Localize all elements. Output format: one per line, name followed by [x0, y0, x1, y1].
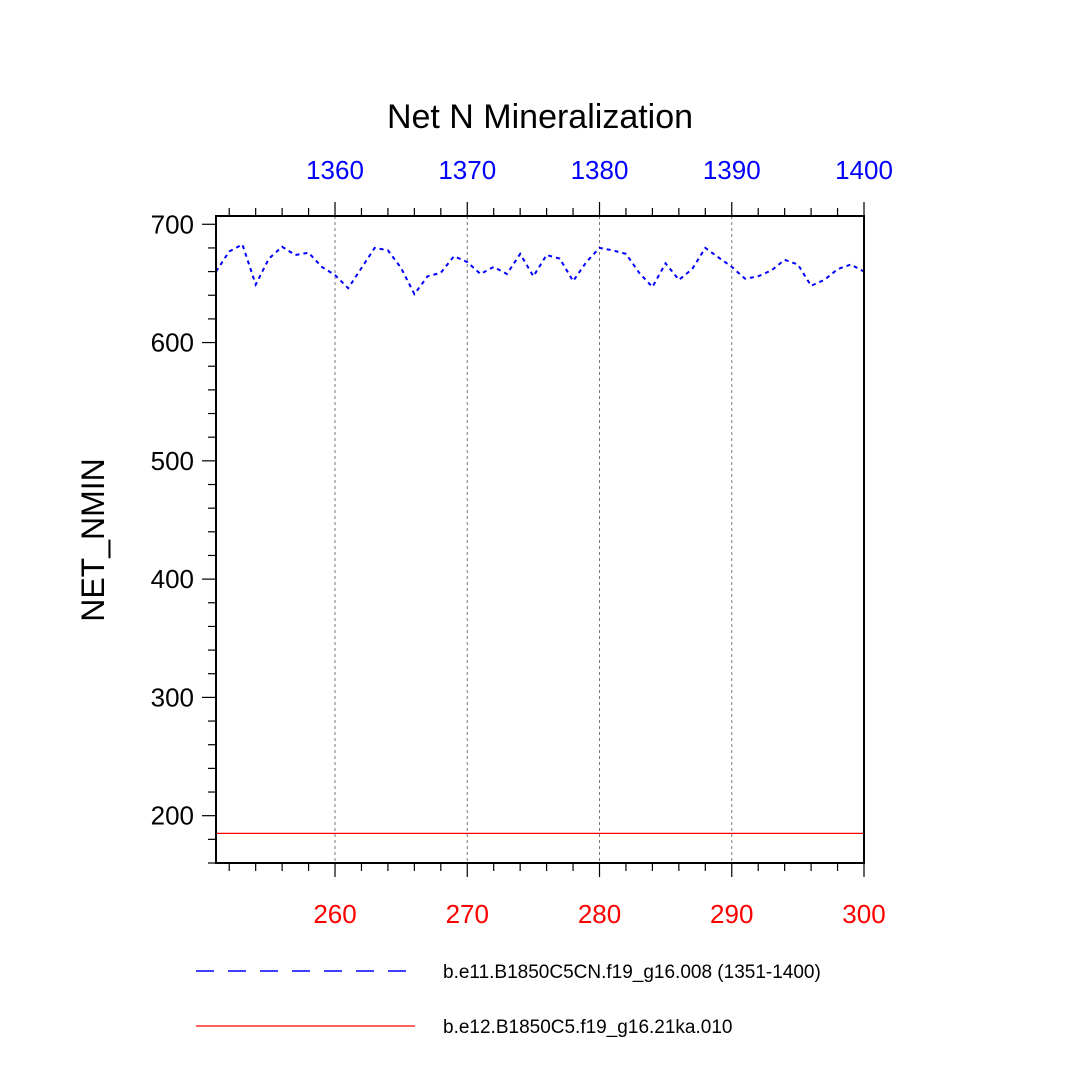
- y-tick-label: 200: [151, 801, 194, 831]
- series-line-1: [215, 242, 865, 296]
- y-axis-label: NET_NMIN: [75, 458, 111, 622]
- bottom-tick-label: 270: [446, 899, 489, 929]
- y-tick-label: 400: [151, 564, 194, 594]
- grid-lines: [334, 216, 733, 863]
- bottom-tick-label: 280: [578, 899, 621, 929]
- y-tick-label: 300: [151, 682, 194, 712]
- plot-frame: [215, 215, 865, 864]
- top-tick-label: 1370: [438, 155, 496, 185]
- tick-labels: 200 300 400 500 600 700 260 270 280 290 300 1360 137…: [151, 155, 893, 929]
- y-tick-label: 700: [151, 209, 194, 239]
- top-tick-label: 1380: [571, 155, 629, 185]
- top-tick-label: 1400: [835, 155, 893, 185]
- y-tick-label: 600: [151, 328, 194, 358]
- bottom-tick-label: 300: [842, 899, 885, 929]
- axes: [215, 215, 865, 864]
- chart-title: Net N Mineralization: [387, 98, 693, 136]
- tick-marks: [202, 202, 865, 877]
- plot-series: [215, 242, 865, 835]
- top-tick-label: 1390: [703, 155, 761, 185]
- bottom-tick-label: 260: [313, 899, 356, 929]
- legend: b.e11.B1850C5CN.f19_g16.008 (1351-1400) b…: [196, 962, 821, 1038]
- legend-label-1: b.e11.B1850C5CN.f19_g16.008 (1351-1400): [443, 962, 821, 983]
- top-tick-label: 1360: [306, 155, 364, 185]
- legend-label-2: b.e12.B1850C5.f19_g16.21ka.010: [443, 1017, 732, 1038]
- y-tick-label: 500: [151, 446, 194, 476]
- bottom-tick-label: 290: [710, 899, 753, 929]
